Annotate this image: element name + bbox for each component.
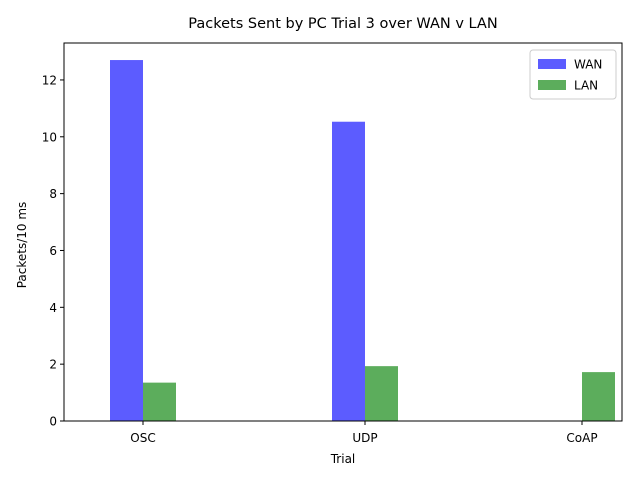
y-tick-label: 10 [42,130,57,144]
x-axis: OSC UDP CoAP [130,421,598,445]
y-axis-label: Packets/10 ms [15,202,29,289]
x-tick-label: UDP [352,431,377,445]
y-axis: 0 2 4 6 8 10 12 [42,73,64,429]
y-tick-label: 4 [49,301,57,315]
y-tick-label: 2 [49,358,57,372]
plot-area [63,42,623,422]
bar-wan-osc [110,60,143,421]
y-tick-label: 6 [49,244,57,258]
legend-swatch-lan [538,80,566,90]
x-tick-label: CoAP [566,431,597,445]
chart-title: Packets Sent by PC Trial 3 over WAN v LA… [188,16,497,32]
plot-frame [63,42,623,422]
legend-swatch-wan [538,59,566,69]
legend-label-lan: LAN [574,79,598,93]
bar-lan-coap [582,372,615,421]
y-tick-label: 12 [42,73,57,87]
y-tick-label: 8 [49,187,57,201]
bar-lan-udp [365,366,398,421]
legend: WAN LAN [529,49,617,100]
legend-label-wan: WAN [574,58,602,72]
x-axis-label: Trial [330,452,356,466]
y-tick-label: 0 [49,415,57,429]
x-tick-label: OSC [130,431,155,445]
legend-box [529,49,617,100]
bar-wan-udp [332,121,365,421]
bar-lan-osc [143,382,176,421]
